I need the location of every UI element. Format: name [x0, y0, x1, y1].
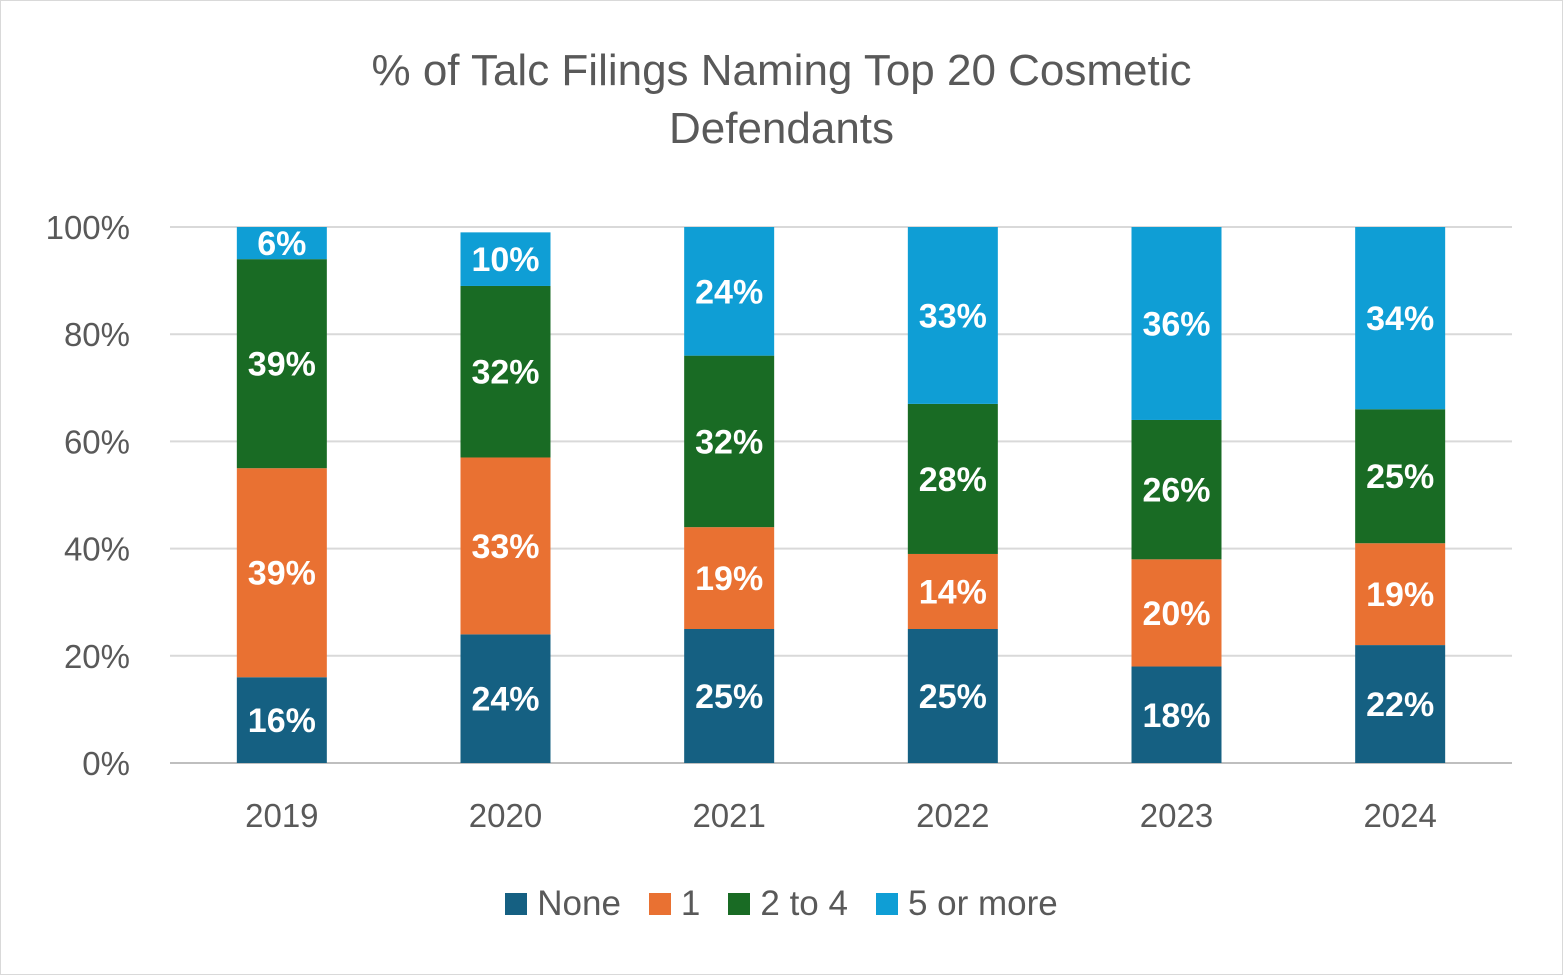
data-label: 34%: [1366, 300, 1434, 338]
data-label: 36%: [1142, 305, 1210, 343]
bar-segment: [907, 553, 998, 629]
bar-segment: [684, 527, 775, 629]
bar-segment: [684, 629, 775, 763]
data-label: 28%: [919, 461, 987, 499]
bar-segment: [1355, 543, 1446, 646]
bar-segment: [1131, 559, 1222, 667]
legend-item-1: 1: [648, 884, 701, 924]
y-tick-label: 0%: [82, 745, 130, 782]
legend-label-2-to-4: 2 to 4: [760, 884, 848, 923]
y-tick-label: 20%: [64, 638, 130, 675]
bar-segment: [236, 259, 327, 469]
y-tick-label: 100%: [46, 209, 130, 246]
data-label: 6%: [257, 225, 306, 263]
data-label: 18%: [1142, 697, 1210, 735]
bar-segment: [460, 634, 551, 763]
data-label: 32%: [471, 354, 539, 392]
data-label: 25%: [919, 678, 987, 716]
x-tick-label: 2021: [692, 797, 765, 834]
bar-segment: [684, 355, 775, 528]
bar-segment: [236, 677, 327, 763]
bar-segment: [684, 227, 775, 356]
x-tick-label: 2023: [1140, 797, 1213, 834]
x-tick-label: 2020: [469, 797, 542, 834]
x-tick-label: 2022: [916, 797, 989, 834]
bar-segment: [907, 403, 998, 554]
data-label: 24%: [695, 273, 763, 311]
chart-title: % of Talc Filings Naming Top 20 Cosmetic…: [0, 42, 1563, 158]
bars: [236, 227, 1446, 763]
x-tick-label: 2019: [245, 797, 318, 834]
x-axis-ticks: 2019 2020 2021 2022 2023 2024: [245, 797, 1437, 834]
chart-title-line-2: Defendants: [668, 104, 895, 153]
legend-item-none: None: [505, 884, 621, 924]
bar-segment: [1355, 645, 1446, 763]
data-label: 14%: [919, 573, 987, 611]
data-label: 33%: [471, 528, 539, 566]
data-label: 24%: [471, 681, 539, 719]
chart-title-line-1: % of Talc Filings Naming Top 20 Cosmetic: [371, 46, 1192, 95]
x-tick-label: 2024: [1363, 797, 1436, 834]
bar-segment: [1131, 666, 1222, 763]
legend-label-none: None: [537, 884, 621, 923]
legend-swatch-2-to-4: [728, 893, 751, 915]
bar-segment: [460, 285, 551, 458]
bar-segment: [1355, 409, 1446, 544]
legend-label-1: 1: [680, 884, 701, 923]
data-label: 10%: [471, 241, 539, 279]
y-tick-label: 60%: [64, 423, 130, 460]
y-axis-ticks: 0% 20% 40% 60% 80% 100%: [46, 209, 130, 782]
legend-item-5-or-more: 5 or more: [875, 884, 1058, 924]
legend-swatch-5-or-more: [875, 893, 898, 915]
bar-segment: [907, 629, 998, 763]
bar-segment: [907, 227, 998, 404]
data-label: 33%: [919, 297, 987, 335]
data-label: 22%: [1366, 686, 1434, 724]
data-label: 39%: [248, 555, 316, 593]
legend-item-2-to-4: 2 to 4: [728, 884, 848, 924]
data-label: 25%: [695, 678, 763, 716]
bar-segment: [1131, 227, 1222, 420]
bar-segment: [460, 232, 551, 286]
data-label: 32%: [695, 423, 763, 461]
data-label: 20%: [1142, 595, 1210, 633]
bar-segment: [236, 468, 327, 678]
data-labels: 16% 39% 39% 6% 24% 33% 32% 10% 25% 19% 32% 24% 25% 14…: [248, 225, 1434, 740]
bar-segment: [236, 227, 327, 260]
data-label: 26%: [1142, 472, 1210, 510]
data-label: 25%: [1366, 458, 1434, 496]
legend: None 1 2 to 4 5 or more: [0, 884, 1563, 924]
data-label: 16%: [248, 702, 316, 740]
legend-label-5-or-more: 5 or more: [907, 884, 1058, 923]
bar-segment: [1131, 419, 1222, 560]
legend-swatch-none: [505, 893, 528, 915]
y-tick-label: 80%: [64, 316, 130, 353]
data-label: 19%: [1366, 576, 1434, 614]
gridlines: [170, 226, 1512, 764]
data-label: 19%: [695, 560, 763, 598]
data-label: 39%: [248, 346, 316, 384]
bar-segment: [1355, 227, 1446, 410]
bar-segment: [460, 457, 551, 635]
legend-swatch-1: [648, 893, 671, 915]
y-tick-label: 40%: [64, 531, 130, 568]
